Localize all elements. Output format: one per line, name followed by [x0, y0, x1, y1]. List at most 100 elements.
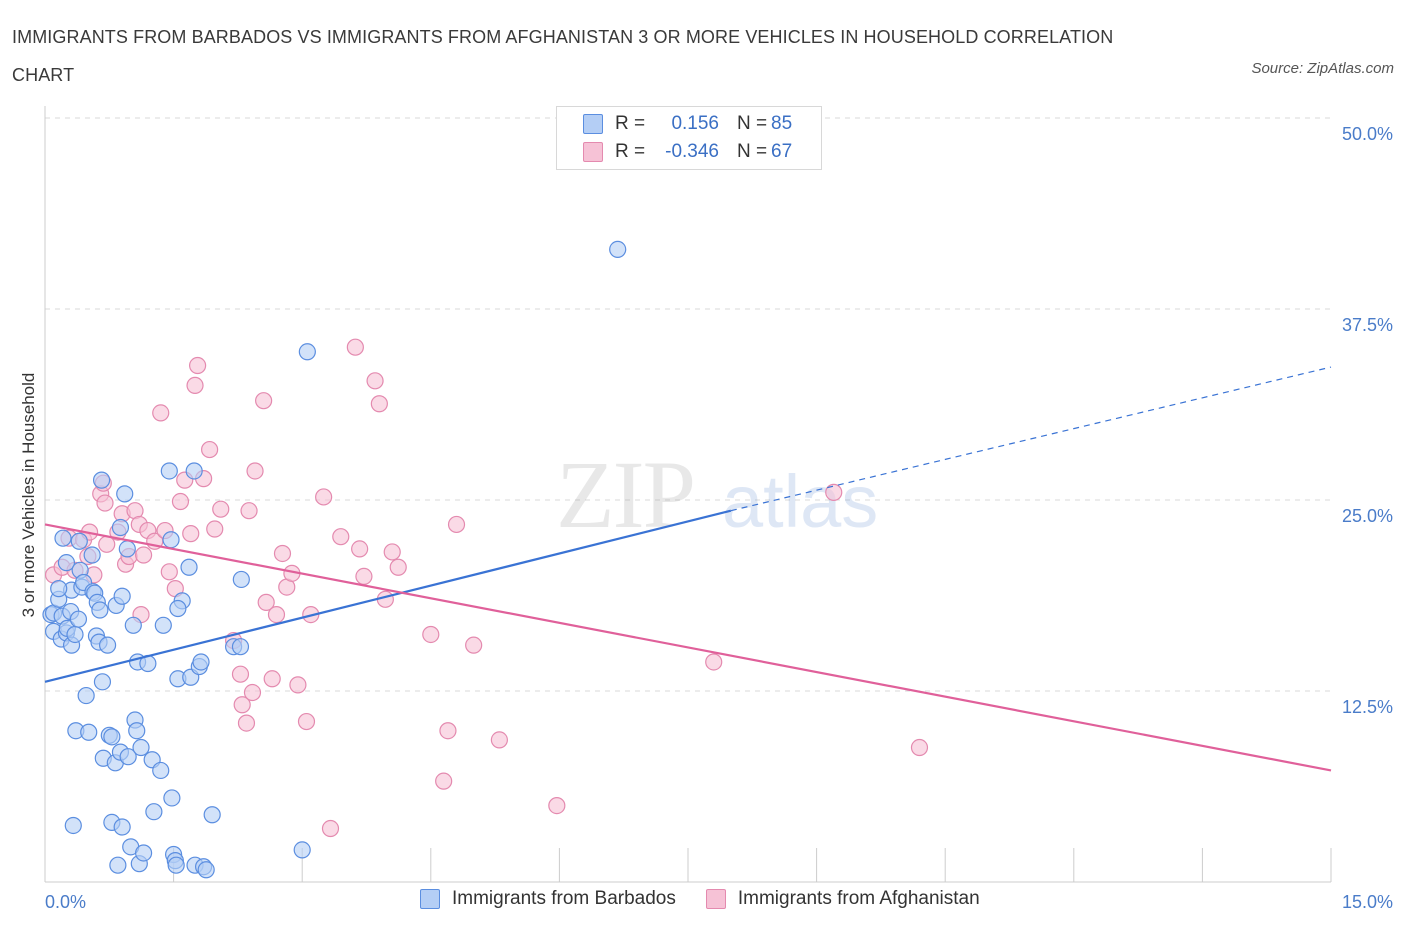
afghanistan-point-45	[267, 605, 286, 624]
barbados-point-13	[66, 625, 84, 644]
axes	[44, 106, 1332, 883]
legend-swatch-blue	[583, 114, 603, 134]
barbados-point-59	[160, 462, 178, 480]
barbados-point-80	[293, 841, 311, 859]
legend-r-label: R =	[615, 141, 646, 162]
legend-r-value: 0.156	[671, 113, 719, 134]
afghanistan-point-71	[435, 772, 453, 790]
barbados-point-16	[70, 532, 88, 550]
series-swatch-blue	[420, 889, 440, 909]
barbados-points	[42, 240, 627, 879]
barbados-point-21	[80, 723, 98, 741]
barbados-point-65	[185, 462, 203, 480]
barbados-point-45	[119, 748, 137, 766]
legend-row-barbados: R = 0.156 N = 85	[583, 111, 792, 137]
afghanistan-point-50	[297, 712, 316, 731]
afghanistan-point-67	[825, 483, 843, 501]
afghanistan-point-52	[315, 488, 333, 506]
barbados-point-31	[93, 673, 112, 691]
y-tick-label-3: 50.0%	[1342, 124, 1393, 144]
series-name-afghanistan: Immigrants from Afghanistan	[737, 888, 980, 909]
afghanistan-point-59	[370, 395, 388, 413]
legend-n-label: N =	[737, 113, 768, 134]
series-legend-afghanistan[interactable]: Immigrants from Afghanistan	[705, 888, 980, 910]
barbados-point-81	[298, 343, 316, 361]
legend-r-label: R =	[615, 113, 646, 134]
y-axis-title: 3 or more Vehicles in Household	[19, 373, 38, 618]
afghanistan-point-22	[152, 404, 170, 422]
source-credit: Source: ZipAtlas.com	[1251, 60, 1394, 77]
grid-lines	[45, 117, 1331, 692]
x-tick-label-0: 0.0%	[45, 892, 86, 912]
afghanistan-point-66	[705, 653, 723, 671]
barbados-point-63	[180, 558, 198, 576]
chart-title: IMMIGRANTS FROM BARBADOS VS IMMIGRANTS F…	[12, 27, 1114, 85]
y-tick-label-2: 37.5%	[1342, 315, 1393, 335]
barbados-point-76	[203, 806, 221, 824]
barbados-point-58	[154, 616, 172, 634]
stats-legend: R = 0.156 N = 85 R = -0.346 N = 67	[556, 106, 822, 170]
barbados-point-32	[98, 636, 117, 654]
afghanistan-trend-line	[44, 523, 1332, 772]
afghanistan-point-55	[346, 338, 364, 356]
y-tick-label-1: 25.0%	[1342, 506, 1393, 526]
barbados-point-66	[163, 789, 181, 807]
legend-n-value: 67	[771, 141, 793, 162]
y-tick-label-0: 12.5%	[1342, 697, 1393, 717]
series-legend: Immigrants from Barbados Immigrants from…	[420, 888, 1010, 910]
barbados-point-39	[113, 587, 131, 605]
watermark-zip: ZIP	[556, 441, 694, 548]
afghanistan-point-40	[243, 683, 262, 702]
barbados-point-20	[77, 686, 95, 705]
legend-row-afghanistan: R = -0.346 N = 67	[583, 139, 792, 165]
afghanistan-point-64	[447, 515, 466, 534]
series-swatch-pink	[705, 889, 726, 909]
barbados-point-44	[118, 540, 136, 558]
barbados-point-53	[134, 844, 153, 862]
afghanistan-point-26	[171, 492, 190, 511]
barbados-point-15	[69, 610, 88, 628]
afghanistan-point-10	[96, 494, 114, 512]
series-name-barbados: Immigrants from Barbados	[452, 888, 676, 909]
barbados-point-69	[167, 856, 185, 874]
afghanistan-point-24	[160, 563, 178, 581]
afghanistan-point-34	[212, 500, 230, 518]
barbados-trend-line	[44, 509, 732, 683]
x-tick-labels: 0.0% 15.0%	[45, 892, 1393, 912]
afghanistan-point-32	[201, 440, 219, 459]
afghanistan-point-37	[233, 696, 251, 714]
afghanistan-point-56	[351, 540, 369, 558]
barbados-point-6	[54, 529, 72, 547]
afghanistan-point-54	[332, 528, 350, 546]
afghanistan-point-49	[289, 676, 307, 694]
barbados-point-43	[116, 485, 134, 503]
barbados-point-84	[64, 816, 82, 835]
barbados-trend-extension	[730, 366, 1332, 512]
barbados-point-75	[197, 861, 215, 879]
afghanistan-point-33	[206, 520, 224, 538]
afghanistan-point-68	[910, 738, 929, 757]
afghanistan-point-65	[465, 636, 483, 654]
series-legend-barbados[interactable]: Immigrants from Barbados	[420, 888, 676, 910]
afghanistan-point-43	[257, 593, 275, 611]
afghanistan-point-70	[490, 731, 508, 749]
y-tick-labels: 12.5% 25.0% 37.5% 50.0%	[1342, 124, 1393, 717]
barbados-point-41	[109, 856, 127, 874]
afghanistan-point-42	[255, 392, 273, 410]
barbados-point-28	[91, 601, 109, 619]
barbados-point-8	[57, 554, 76, 572]
barbados-point-78	[231, 638, 250, 656]
afghanistan-point-58	[366, 372, 384, 390]
barbados-point-60	[162, 531, 180, 549]
afghanistan-point-46	[273, 544, 292, 563]
afghanistan-point-53	[321, 819, 340, 838]
afghanistan-point-57	[355, 567, 373, 586]
afghanistan-point-29	[186, 376, 204, 394]
x-tick-label-1: 15.0%	[1342, 892, 1393, 912]
afghanistan-points	[44, 338, 929, 838]
watermark-atlas: atlas	[722, 460, 878, 543]
legend-n-value: 85	[771, 113, 793, 134]
afghanistan-point-28	[182, 525, 200, 543]
barbados-point-83	[50, 580, 68, 598]
